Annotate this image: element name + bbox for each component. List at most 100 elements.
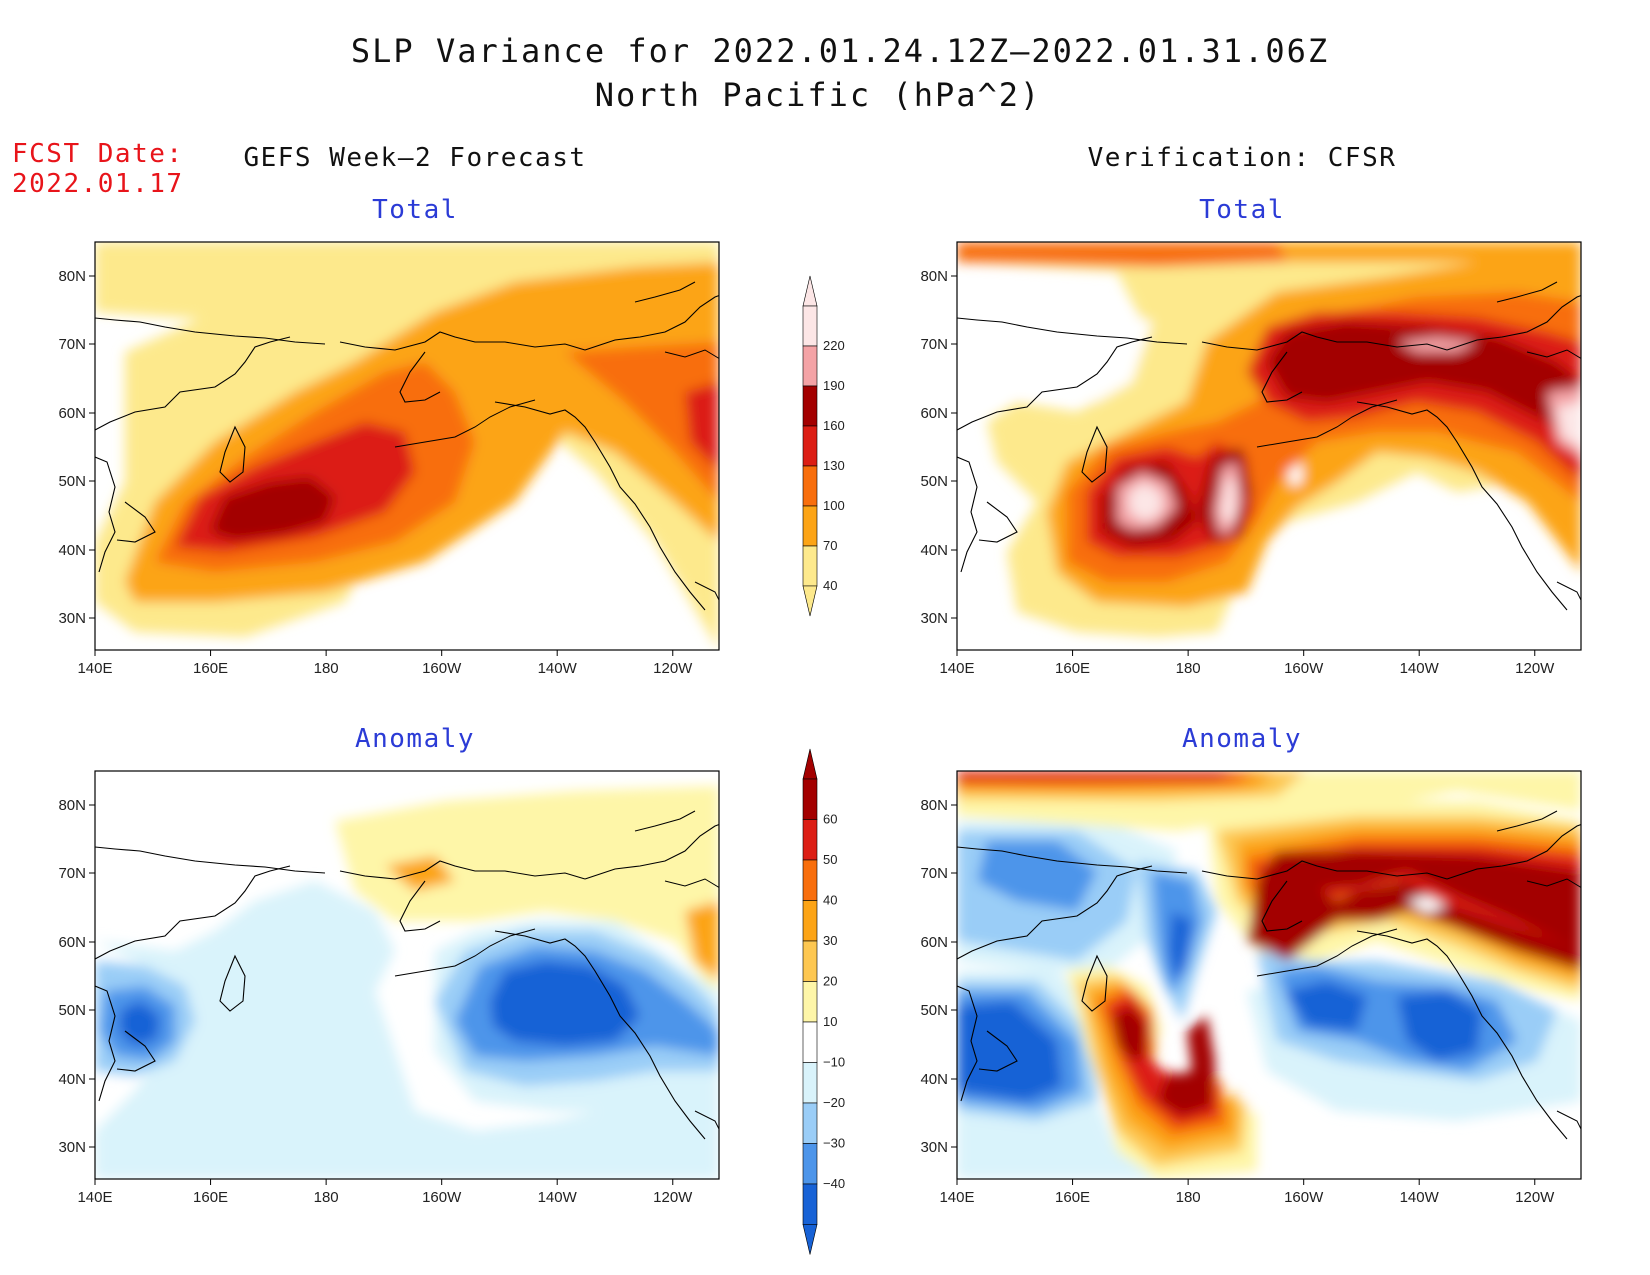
colorbar-box [802,900,818,942]
x-tick-label: 180 [1176,660,1201,677]
x-tick-label: 120W [1515,1189,1555,1206]
x-tick-label: 160E [193,1189,228,1206]
y-tick-label: 80N [58,268,86,285]
panel-subtitle-forecast-anomaly: Anomaly [355,724,475,754]
colorbar-label: 20 [823,974,837,989]
colorbar-box [802,778,818,820]
colorbar-box [802,345,818,387]
map-panel-verification-total [956,241,1582,651]
x-tick-label: 180 [314,660,339,677]
colorbar-anomaly: 60 50 40 30 20 10 −10 −20 −30 −40 [802,748,845,1255]
colorbar-box [802,305,818,347]
colorbar-bottom-triangle [802,585,818,617]
figure-units: North Pacific (hPa^2) [595,76,1042,114]
figure-title: SLP Variance for 2022.01.24.12Z–2022.01.… [351,32,1329,70]
colorbar-label: −10 [823,1055,845,1070]
shading-forecast-total [95,242,719,650]
x-tick-label: 160W [422,660,462,677]
fcst-date-value: 2022.01.17 [12,169,184,199]
x-tick-label: 160E [1055,1189,1090,1206]
x-tick-label: 180 [314,1189,339,1206]
y-tick-label: 70N [920,336,948,353]
y-tick-label: 70N [920,865,948,882]
x-tick-label: 140E [77,660,112,677]
y-tick-label: 30N [920,610,948,627]
y-tick-label: 50N [58,1002,86,1019]
y-tick-label: 60N [920,934,948,951]
y-tick-label: 30N [58,1139,86,1156]
y-tick-label: 70N [58,336,86,353]
y-tick-label: 80N [920,797,948,814]
y-tick-label: 70N [58,865,86,882]
y-tick-label: 50N [920,473,948,490]
colorbar-box [802,859,818,901]
colorbar-box [802,1183,818,1225]
colorbar-label: 60 [823,812,837,827]
map-panel-forecast-anomaly [94,770,720,1180]
x-tick-label: 120W [653,1189,693,1206]
colorbar-box [802,505,818,547]
shading-verification-total [957,242,1581,637]
x-tick-label: 120W [1515,660,1555,677]
x-tick-label: 140W [1400,1189,1440,1206]
y-tick-label: 60N [920,405,948,422]
panel-subtitle-forecast-total: Total [372,195,458,225]
fcst-date-label: FCST Date: [12,139,184,169]
y-tick-label: 80N [920,268,948,285]
x-tick-label: 160W [1284,1189,1324,1206]
colorbar-label: 40 [823,578,837,593]
colorbar-label: −20 [823,1095,845,1110]
colorbar-label: 190 [823,378,845,393]
y-tick-label: 40N [58,542,86,559]
colorbar-box [802,425,818,467]
colorbars: 220 190 160 130 100 70 40 60 50 40 30 20 10 −10 −20 −30… [802,275,845,1255]
map-panel-verification-anomaly [956,770,1582,1180]
y-tick-label: 30N [920,1139,948,1156]
x-tick-label: 160E [193,660,228,677]
colorbar-label: 10 [823,1014,837,1029]
y-tick-label: 40N [920,542,948,559]
column-title-forecast: GEFS Week–2 Forecast [243,143,586,173]
x-tick-label: 180 [1176,1189,1201,1206]
colorbar-box [802,1021,818,1063]
x-tick-label: 140W [1400,660,1440,677]
y-tick-label: 30N [58,610,86,627]
map-panel-forecast-total [94,241,720,651]
colorbar-box [802,385,818,427]
y-tick-label: 50N [920,1002,948,1019]
colorbar-label: −40 [823,1176,845,1191]
colorbar-label: 130 [823,458,845,473]
map-axes: 140E 160E 180 160W 140W 120W 80N 70N 60N 50N 40N 30… [58,268,1555,1206]
shading-verification-anomaly [957,771,1581,1179]
x-tick-label: 140W [538,660,578,677]
column-title-verification: Verification: CFSR [1088,143,1397,173]
y-tick-label: 50N [58,473,86,490]
y-tick-label: 80N [58,797,86,814]
panel-subtitle-verification-anomaly: Anomaly [1182,724,1302,754]
x-tick-label: 140E [77,1189,112,1206]
x-tick-label: 140W [538,1189,578,1206]
colorbar-total: 220 190 160 130 100 70 40 [802,275,845,617]
colorbar-label: 70 [823,538,837,553]
colorbar-box [802,1143,818,1185]
x-tick-label: 160W [1284,660,1324,677]
y-tick-label: 40N [920,1071,948,1088]
colorbar-label: 160 [823,418,845,433]
x-tick-label: 140E [939,660,974,677]
colorbar-top-triangle [802,275,818,307]
colorbar-bottom-triangle [802,1224,818,1255]
colorbar-box [802,1102,818,1144]
colorbar-label: 100 [823,498,845,513]
x-tick-label: 120W [653,660,693,677]
colorbar-box [802,465,818,507]
colorbar-box [802,545,818,587]
colorbar-box [802,1062,818,1104]
colorbar-label: 220 [823,338,845,353]
colorbar-box [802,981,818,1023]
y-tick-label: 60N [58,405,86,422]
colorbar-label: 30 [823,933,837,948]
shading-forecast-anomaly [95,786,719,1179]
y-tick-label: 40N [58,1071,86,1088]
colorbar-box [802,940,818,982]
